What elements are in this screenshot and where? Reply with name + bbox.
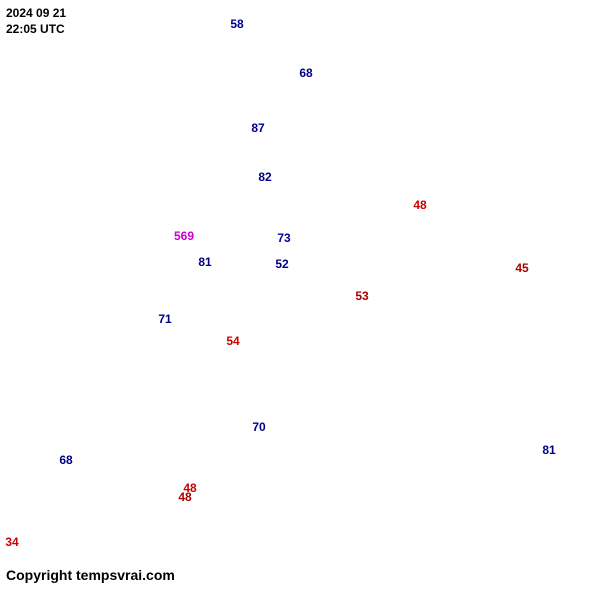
footer-copyright: Copyright tempsvrai.com [6, 567, 175, 583]
data-point: 48 [178, 490, 191, 504]
data-point: 53 [355, 289, 368, 303]
data-point: 87 [251, 121, 264, 135]
data-point: 569 [174, 229, 194, 243]
data-point: 71 [158, 312, 171, 326]
data-point: 54 [226, 334, 239, 348]
data-point: 45 [515, 261, 528, 275]
data-point: 34 [5, 535, 18, 549]
data-point: 73 [277, 231, 290, 245]
data-point: 81 [542, 443, 555, 457]
data-point: 48 [413, 198, 426, 212]
data-point: 82 [258, 170, 271, 184]
data-point: 52 [275, 257, 288, 271]
header-time: 22:05 UTC [6, 22, 66, 38]
data-point: 68 [59, 453, 72, 467]
data-point: 68 [299, 66, 312, 80]
data-point: 70 [252, 420, 265, 434]
data-point: 58 [230, 17, 243, 31]
header-date: 2024 09 21 [6, 6, 66, 22]
header-timestamp: 2024 09 21 22:05 UTC [6, 6, 66, 37]
data-point: 81 [198, 255, 211, 269]
